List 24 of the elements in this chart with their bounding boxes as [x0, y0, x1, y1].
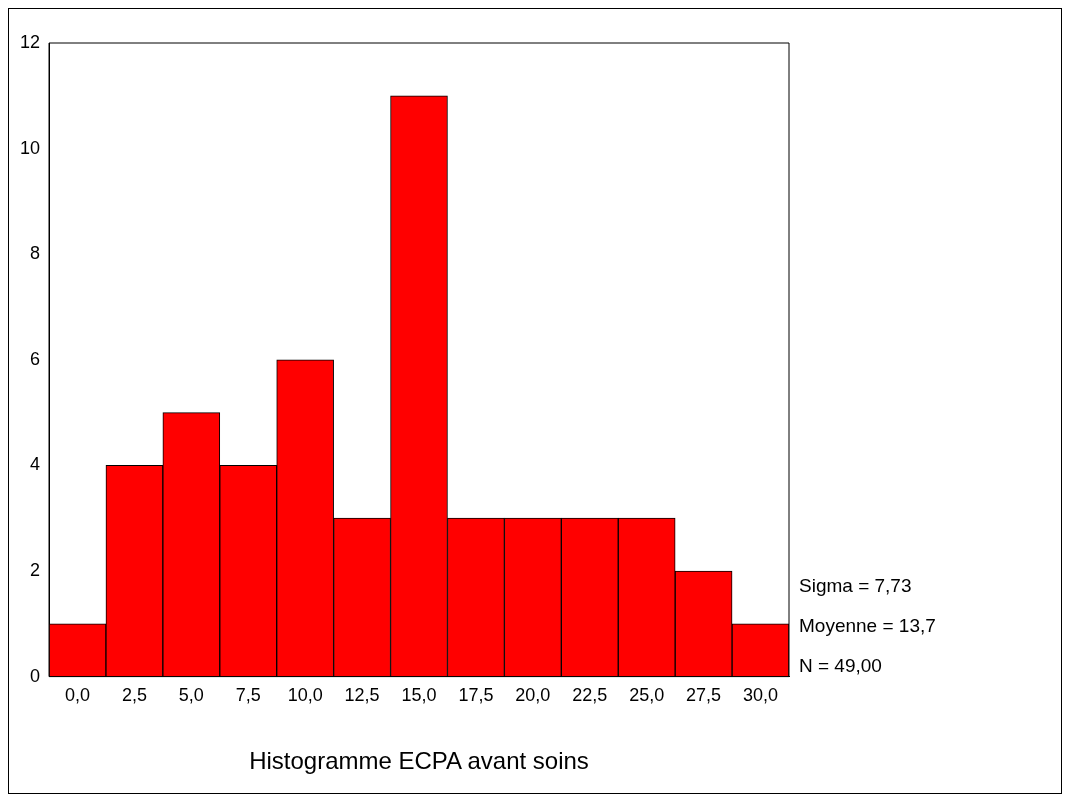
y-tick-label: 2 [30, 559, 41, 580]
y-tick-label: 0 [30, 665, 41, 686]
x-tick-label: 10,0 [287, 685, 323, 706]
text: Moyenne = 13,7 [799, 614, 936, 636]
text: N = 49,00 [799, 654, 882, 676]
x-tick-label: 22,5 [572, 685, 608, 706]
x-tick-label: 25,0 [629, 685, 665, 706]
y-tick-label: 8 [30, 243, 41, 264]
y-tick-label: 6 [30, 348, 41, 369]
text: Sigma = 7,73 [799, 574, 912, 596]
x-tick-label: 20,0 [515, 685, 551, 706]
y-tick-label: 12 [19, 31, 41, 52]
x-tick-label: 0,0 [64, 685, 90, 706]
y-tick-label: 10 [19, 137, 41, 158]
x-tick-label: 30,0 [743, 685, 779, 706]
x-tick-label: 5,0 [178, 685, 204, 706]
x-tick-label: 15,0 [401, 685, 437, 706]
x-tick-label: 2,5 [121, 685, 147, 706]
x-tick-label: 17,5 [458, 685, 494, 706]
x-tick-label: 7,5 [235, 685, 261, 706]
x-tick-label: 27,5 [686, 685, 722, 706]
y-tick-label: 4 [30, 454, 41, 475]
x-axis-title: Histogramme ECPA avant soins [249, 747, 589, 775]
x-tick-label: 12,5 [344, 685, 380, 706]
